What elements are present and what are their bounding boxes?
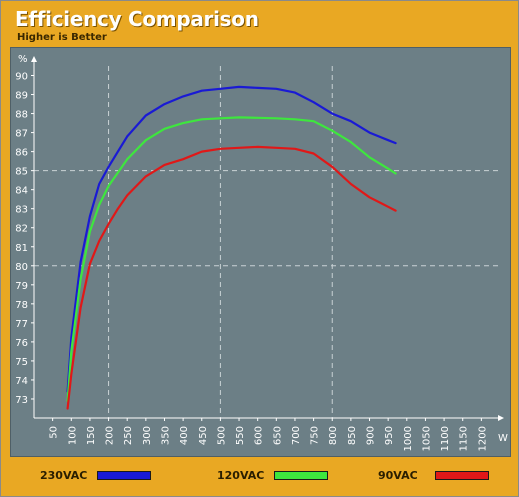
x-tick-label: 700 xyxy=(291,426,302,445)
y-tick-label: 82 xyxy=(15,224,28,235)
y-tick-label: 86 xyxy=(15,148,28,159)
chart-title: Efficiency Comparison xyxy=(15,7,259,31)
x-tick-label: 1100 xyxy=(440,426,451,451)
series-line-90vac xyxy=(66,145,397,410)
y-tick-label: 81 xyxy=(15,243,28,254)
y-tick-label: 80 xyxy=(15,262,28,273)
y-tick-label: 79 xyxy=(15,281,28,292)
legend-swatch xyxy=(435,471,489,480)
legend-label: 90VAC xyxy=(378,469,418,482)
x-tick-label: 300 xyxy=(142,426,153,445)
x-axis-label: W xyxy=(498,433,508,444)
x-tick-label: 800 xyxy=(328,426,339,445)
y-tick-label: 75 xyxy=(15,357,28,368)
x-tick-label: 350 xyxy=(160,426,171,445)
y-tick-label: 90 xyxy=(15,72,28,83)
chart-subtitle: Higher is Better xyxy=(17,32,107,43)
x-tick-label: 150 xyxy=(86,426,97,445)
x-tick-label: 850 xyxy=(347,426,358,445)
x-tick-label: 500 xyxy=(216,426,227,445)
x-tick-label: 900 xyxy=(366,426,377,445)
chart-plot: 73 74 75 76 77 78 79 80 81 82 83 84 85 86 87 88 89 90% 50 1… xyxy=(15,54,508,451)
x-axis-arrow xyxy=(498,415,504,421)
x-tick-label: 650 xyxy=(272,426,283,445)
x-tick-label: 550 xyxy=(235,426,246,445)
plot-panel: 73 74 75 76 77 78 79 80 81 82 83 84 85 86 87 88 89 90% 50 1… xyxy=(10,47,511,457)
x-tick-label: 400 xyxy=(179,426,190,445)
x-tick-label: 200 xyxy=(105,426,116,445)
legend-label: 230VAC xyxy=(40,469,88,482)
x-tick-label: 250 xyxy=(123,426,134,445)
y-tick-label: 85 xyxy=(15,167,28,178)
y-tick-label: 73 xyxy=(15,395,28,406)
series-line-230vac xyxy=(66,85,397,393)
y-tick-label: 88 xyxy=(15,110,28,121)
legend: 230VAC 120VAC 90VAC xyxy=(10,461,509,489)
legend-swatch xyxy=(274,471,328,480)
x-tick-label: 1000 xyxy=(403,426,414,451)
y-tick-label: 76 xyxy=(15,338,28,349)
y-tick-label: 83 xyxy=(15,205,28,216)
x-tick-label: 750 xyxy=(310,426,321,445)
legend-label: 120VAC xyxy=(217,469,265,482)
y-axis-arrow xyxy=(31,56,37,62)
x-tick-label: 950 xyxy=(384,426,395,445)
y-tick-label: 77 xyxy=(15,319,28,330)
y-tick-label: 78 xyxy=(15,300,28,311)
y-tick-label: 87 xyxy=(15,129,28,140)
x-tick-label: 1150 xyxy=(459,426,470,451)
legend-swatch xyxy=(97,471,151,480)
x-tick-label: 100 xyxy=(67,426,78,445)
x-tick-label: 600 xyxy=(254,426,265,445)
y-tick-label: 89 xyxy=(15,91,28,102)
x-tick-label: 50 xyxy=(49,426,60,439)
y-tick-label: 84 xyxy=(15,186,28,197)
y-tick-label: 74 xyxy=(15,376,28,387)
series-line-120vac xyxy=(66,116,397,402)
x-tick-label: 450 xyxy=(198,426,209,445)
y-axis-label: % xyxy=(18,54,28,65)
x-tick-label: 1050 xyxy=(421,426,432,451)
x-tick-label: 1200 xyxy=(477,426,488,451)
